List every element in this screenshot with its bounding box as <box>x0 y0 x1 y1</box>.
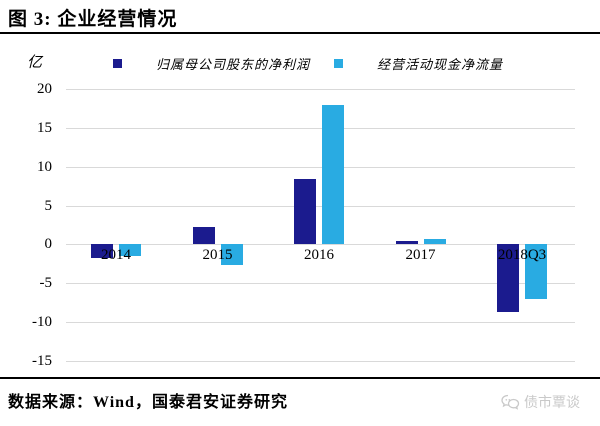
legend-item-net-profit: 归属母公司股东的净利润 <box>113 54 310 73</box>
figure-title: 图 3: 企业经营情况 <box>8 9 178 30</box>
x-category-label-2015: 2015 <box>202 247 233 264</box>
watermark-text: 债市覃谈 <box>524 396 580 411</box>
bar-2015-series-0 <box>192 227 215 245</box>
y-axis-unit-label: 亿 <box>27 55 43 71</box>
y-tick-label: -10 <box>32 314 52 331</box>
bar-2018Q3-series-0 <box>497 244 519 312</box>
gridline-y--5 <box>66 283 575 285</box>
bar-2015-series-1 <box>220 244 243 265</box>
y-tick-label: -5 <box>39 275 53 292</box>
legend-swatch-cash-flow-icon <box>334 59 343 68</box>
y-tick-label: 15 <box>37 119 52 136</box>
data-source-note: 数据来源：Wind，国泰君安证券研究 <box>8 394 288 411</box>
gridline-y-20 <box>66 89 575 90</box>
x-category-label-2014: 2014 <box>101 247 131 264</box>
y-tick-label: 0 <box>44 236 53 253</box>
gridline-y--10 <box>66 322 575 324</box>
bar-2017-series-1 <box>423 239 446 245</box>
bar-2017-series-0 <box>395 241 418 245</box>
gridline-y-15 <box>66 127 575 129</box>
x-category-label-2018Q3: 2018Q3 <box>497 247 547 264</box>
gridline-y--15 <box>66 361 575 362</box>
bar-2014-series-1 <box>119 244 141 257</box>
plot-area: 20 15 10 5 0 -5 -10 -15 2014 2015 2016 2017 2018Q3 <box>32 81 575 369</box>
watermark: 债市覃谈 <box>500 392 580 412</box>
y-tick-label: -15 <box>32 353 52 369</box>
bar-2014-series-0 <box>91 244 113 259</box>
legend-label-net-profit: 归属母公司股东的净利润 <box>156 57 311 72</box>
title-divider <box>0 32 600 34</box>
footer-divider <box>0 377 600 379</box>
y-tick-label: 5 <box>44 197 53 214</box>
legend-label-cash-flow: 经营活动现金净流量 <box>377 57 504 72</box>
y-tick-label: 20 <box>37 81 52 97</box>
legend-item-cash-flow: 经营活动现金净流量 <box>334 54 503 73</box>
x-category-label-2016: 2016 <box>304 247 334 264</box>
bar-2018Q3-series-1 <box>525 244 547 299</box>
gridline-y-10 <box>66 166 575 168</box>
gridline-y-5 <box>66 205 575 207</box>
bar-2016-series-1 <box>322 104 344 245</box>
x-category-label-2017: 2017 <box>405 247 436 264</box>
legend-swatch-net-profit-icon <box>113 59 122 68</box>
bar-2016-series-0 <box>294 179 316 245</box>
chat-bubbles-icon <box>501 394 520 410</box>
gridline-y-0 <box>66 244 575 246</box>
y-tick-label: 10 <box>37 158 52 175</box>
